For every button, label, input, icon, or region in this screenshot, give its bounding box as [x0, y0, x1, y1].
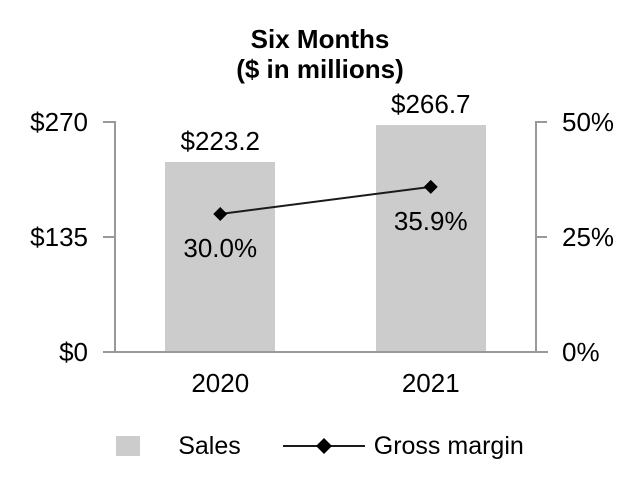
legend-gross-margin-label: Gross margin [373, 432, 524, 460]
sales-value-label: $266.7 [390, 88, 471, 119]
chart-title-line2: ($ in millions) [236, 54, 404, 84]
left-axis-tick [103, 236, 115, 238]
right-axis-tick [535, 236, 547, 238]
left-axis-tick-label: $0 [59, 337, 88, 367]
category-label: 2020 [191, 368, 250, 398]
sales-value-label: $223.2 [180, 125, 261, 156]
legend-sales-label: Sales [178, 432, 241, 460]
chart-title: Six Months ($ in millions) [0, 24, 640, 84]
gross-margin-value-label: 30.0% [183, 233, 258, 263]
right-axis-tick-label: 25% [562, 222, 615, 252]
right-axis-tick-label: 50% [562, 107, 615, 137]
gross-margin-value-label: 35.9% [393, 205, 468, 236]
legend-gross-margin-marker [282, 438, 365, 454]
right-axis-tick-label: 0% [562, 337, 600, 367]
left-axis-line [114, 121, 116, 353]
legend: Sales Gross margin [0, 432, 640, 460]
left-axis-tick-label: $135 [30, 222, 88, 252]
left-axis-tick [103, 121, 115, 123]
right-axis-tick [535, 351, 547, 353]
legend-sales-swatch [116, 436, 141, 456]
chart-title-line1: Six Months [250, 24, 390, 54]
sales-bar [375, 124, 486, 351]
left-axis-tick-label: $270 [30, 107, 88, 137]
left-axis-tick [103, 351, 115, 353]
right-axis-tick [535, 121, 547, 123]
category-label: 2021 [401, 368, 460, 398]
x-axis-baseline [103, 351, 548, 353]
